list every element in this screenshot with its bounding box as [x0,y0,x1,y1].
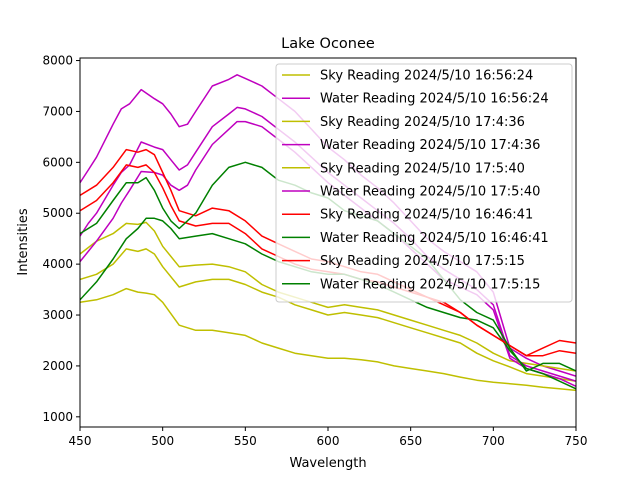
x-tick-label: 500 [151,434,174,448]
y-tick-label: 2000 [42,359,73,373]
x-tick-label: 600 [317,434,340,448]
legend-label: Water Reading 2024/5/10 16:56:24 [320,92,549,107]
y-tick-label: 3000 [42,308,73,322]
y-axis: 1000 2000 3000 4000 5000 6000 7000 8000 [42,54,80,424]
y-tick-label: 5000 [42,206,73,220]
x-tick-label: 650 [399,434,422,448]
legend-label: Sky Reading 2024/5/10 16:56:24 [320,69,533,84]
y-tick-label: 6000 [42,155,73,169]
chart-title: Lake Oconee [281,36,375,52]
legend-label: Sky Reading 2024/5/10 17:4:36 [320,115,525,130]
legend-label: Water Reading 2024/5/10 17:5:15 [320,277,540,292]
legend-box [275,63,573,303]
legend-label: Sky Reading 2024/5/10 16:46:41 [320,208,533,223]
x-tick-label: 550 [234,434,257,448]
x-tick-label: 450 [69,434,92,448]
y-axis-label: Intensities [16,208,31,275]
legend: Sky Reading 2024/5/10 16:56:24 Water Read… [275,63,573,303]
legend-label: Water Reading 2024/5/10 17:4:36 [320,138,540,153]
legend-label: Sky Reading 2024/5/10 17:5:40 [320,161,525,176]
series-line-5 [80,287,576,392]
legend-label: Sky Reading 2024/5/10 17:5:15 [320,254,525,269]
y-tick-label: 4000 [42,257,73,271]
x-tick-label: 750 [565,434,588,448]
y-tick-label: 8000 [42,54,73,68]
series-line-1 [80,248,576,382]
x-tick-label: 700 [482,434,505,448]
y-tick-label: 7000 [42,104,73,118]
x-axis-label: Wavelength [289,456,366,471]
legend-label: Water Reading 2024/5/10 16:46:41 [320,231,549,246]
legend-label: Water Reading 2024/5/10 17:5:40 [320,185,540,200]
x-axis: 450 500 550 600 650 700 750 [69,427,588,448]
y-tick-label: 1000 [42,410,73,424]
